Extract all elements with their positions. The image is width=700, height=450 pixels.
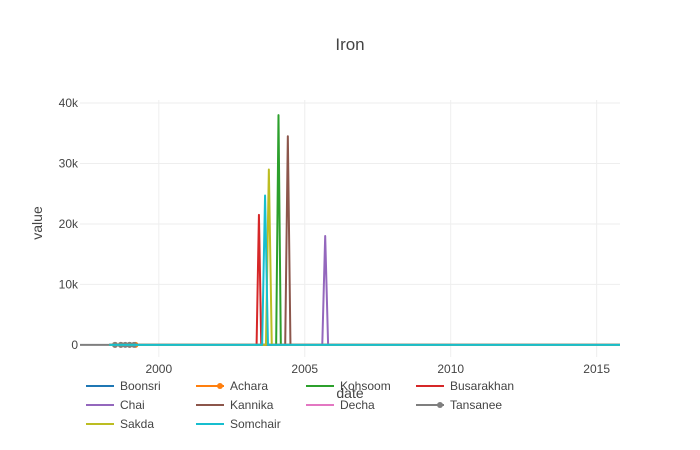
x-tick-label: 2005 — [291, 362, 318, 376]
legend-item-sakda[interactable]: Sakda — [86, 417, 154, 431]
y-tick-label: 20k — [59, 217, 79, 231]
legend-label: Decha — [340, 398, 375, 412]
legend-label: Tansanee — [450, 398, 502, 412]
series-busarakhan — [109, 213, 620, 346]
legend-label: Kohsoom — [340, 379, 391, 393]
series-line — [109, 235, 620, 346]
legend-label: Kannika — [230, 398, 274, 412]
x-tick-label: 2000 — [145, 362, 172, 376]
series-kohsoom — [109, 114, 620, 346]
series-line — [109, 135, 620, 346]
series-line — [109, 168, 620, 346]
series-chai — [109, 235, 620, 346]
legend-item-chai[interactable]: Chai — [86, 398, 145, 412]
series-layer — [80, 114, 620, 348]
y-tick-label: 0 — [71, 338, 78, 352]
legend: Boonsri Achara Kohsoom Busarakhan Chai Kannik… — [86, 379, 514, 431]
series-somchair — [109, 194, 620, 346]
legend-label: Sakda — [120, 417, 154, 431]
series-line — [109, 114, 620, 346]
legend-item-boonsri[interactable]: Boonsri — [86, 379, 161, 393]
legend-marker — [217, 383, 223, 389]
legend-item-busarakhan[interactable]: Busarakhan — [416, 379, 514, 393]
legend-label: Achara — [230, 379, 268, 393]
legend-label: Busarakhan — [450, 379, 514, 393]
legend-item-decha[interactable]: Decha — [306, 398, 375, 412]
legend-item-kannika[interactable]: Kannika — [196, 398, 274, 412]
chart-title: Iron — [335, 35, 364, 54]
series-kannika — [109, 135, 620, 346]
legend-label: Boonsri — [120, 379, 161, 393]
y-tick-label: 40k — [59, 96, 79, 110]
legend-item-somchair[interactable]: Somchair — [196, 417, 281, 431]
x-axis-label: date — [336, 385, 363, 401]
y-tick-label: 10k — [59, 277, 79, 291]
y-axis-label: value — [29, 206, 45, 240]
legend-label: Chai — [120, 398, 145, 412]
y-tick-label: 30k — [59, 156, 79, 170]
series-line — [109, 213, 620, 346]
x-tick-label: 2010 — [437, 362, 464, 376]
legend-label: Somchair — [230, 417, 281, 431]
legend-item-tansanee[interactable]: Tansanee — [416, 398, 502, 412]
legend-item-achara[interactable]: Achara — [196, 379, 268, 393]
x-tick-label: 2015 — [583, 362, 610, 376]
series-sakda — [109, 168, 620, 346]
grid — [80, 100, 620, 357]
legend-item-kohsoom[interactable]: Kohsoom — [306, 379, 391, 393]
legend-marker — [437, 402, 443, 408]
axes: 2000 2005 2010 2015 0 10k 20k 30k 40k — [59, 96, 611, 376]
series-line — [109, 194, 620, 346]
